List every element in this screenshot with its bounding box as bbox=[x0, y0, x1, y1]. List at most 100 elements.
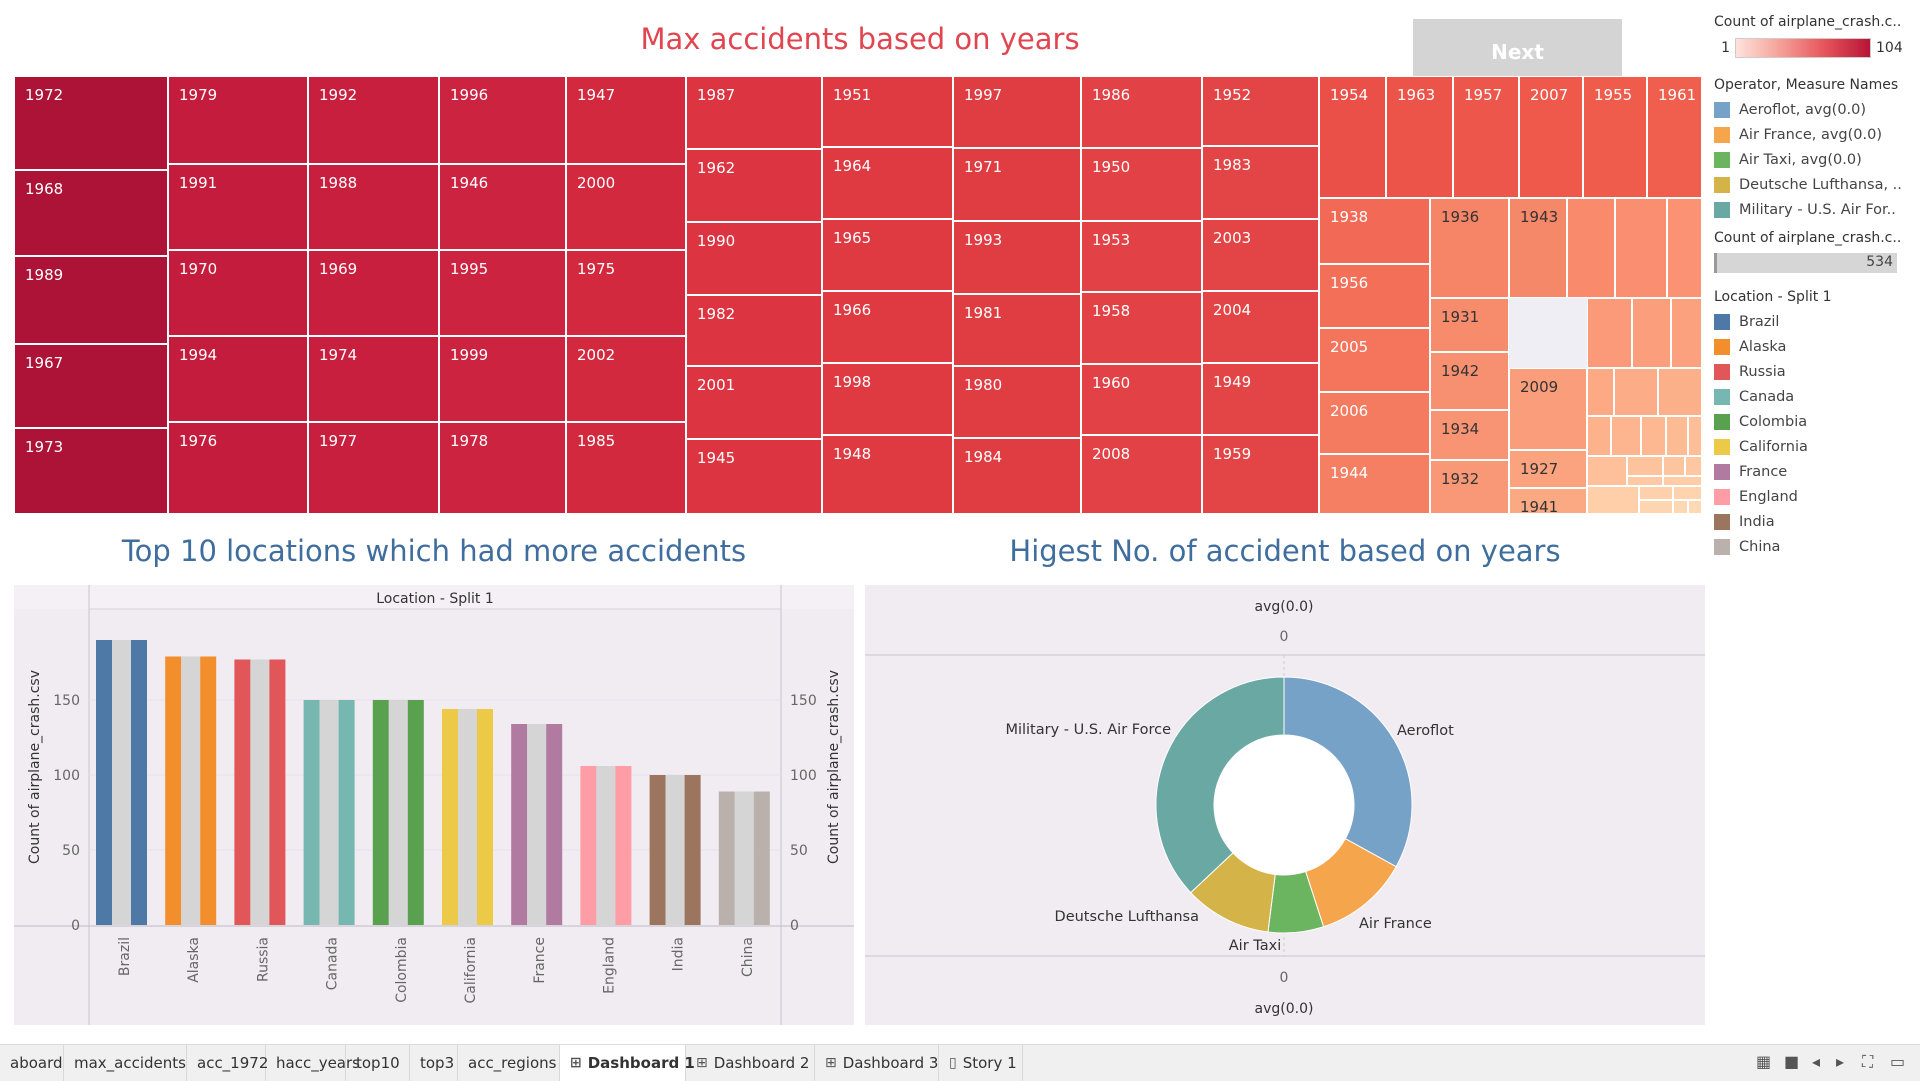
location-legend-item[interactable]: India bbox=[1714, 509, 1914, 534]
treemap-cell[interactable] bbox=[1688, 416, 1702, 456]
tab-dashboard-2[interactable]: ⊞ Dashboard 2 bbox=[686, 1045, 815, 1081]
treemap-cell-1963[interactable]: 1963 bbox=[1386, 76, 1453, 198]
operator-legend-item[interactable]: Aeroflot, avg(0.0) bbox=[1714, 97, 1914, 122]
treemap-cell-1951[interactable]: 1951 bbox=[822, 76, 953, 147]
treemap-cell-1988[interactable]: 1988 bbox=[308, 164, 439, 250]
treemap-cell-1984[interactable]: 1984 bbox=[953, 438, 1081, 514]
tab-aboard[interactable]: aboard bbox=[0, 1045, 64, 1081]
treemap-cell-1986[interactable]: 1986 bbox=[1081, 76, 1202, 148]
treemap-cell-1947[interactable]: 1947 bbox=[566, 76, 686, 164]
treemap-cell-1962[interactable]: 1962 bbox=[686, 149, 822, 222]
treemap-cell-1931[interactable]: 1931 bbox=[1430, 298, 1509, 352]
treemap-cell-1932[interactable]: 1932 bbox=[1430, 460, 1509, 514]
treemap-cell-1964[interactable]: 1964 bbox=[822, 147, 953, 219]
treemap-cell[interactable] bbox=[1658, 368, 1702, 416]
operator-legend-item[interactable]: Military - U.S. Air For.. bbox=[1714, 197, 1914, 222]
treemap-cell-2005[interactable]: 2005 bbox=[1319, 328, 1430, 392]
treemap-cell-1978[interactable]: 1978 bbox=[439, 422, 566, 514]
treemap-cell-2003[interactable]: 2003 bbox=[1202, 219, 1319, 291]
treemap-cell[interactable] bbox=[1639, 486, 1673, 500]
prev-sheet-icon[interactable]: ◂ bbox=[1812, 1052, 1821, 1071]
treemap-cell-1990[interactable]: 1990 bbox=[686, 222, 822, 295]
tab-top10[interactable]: top10 bbox=[346, 1045, 410, 1081]
treemap-cell-1943[interactable]: 1943 bbox=[1509, 198, 1567, 298]
treemap-cell-1968[interactable]: 1968 bbox=[14, 170, 168, 256]
treemap-cell-1958[interactable]: 1958 bbox=[1081, 292, 1202, 364]
treemap-cell-1956[interactable]: 1956 bbox=[1319, 264, 1430, 328]
treemap-cell-1971[interactable]: 1971 bbox=[953, 148, 1081, 221]
treemap-cell-1946[interactable]: 1946 bbox=[439, 164, 566, 250]
treemap-cell-1991[interactable]: 1991 bbox=[168, 164, 308, 250]
treemap-cell-2008[interactable]: 2008 bbox=[1081, 435, 1202, 514]
treemap-cell-2007[interactable]: 2007 bbox=[1519, 76, 1583, 198]
next-sheet-icon[interactable]: ▸ bbox=[1836, 1052, 1845, 1071]
treemap-cell[interactable] bbox=[1567, 198, 1615, 298]
treemap-cell[interactable] bbox=[1641, 416, 1666, 456]
treemap-cell-1989[interactable]: 1989 bbox=[14, 256, 168, 344]
treemap-cell-1993[interactable]: 1993 bbox=[953, 221, 1081, 294]
treemap-cell-1973[interactable]: 1973 bbox=[14, 428, 168, 514]
treemap-cell[interactable] bbox=[1666, 416, 1688, 456]
operator-legend-item[interactable]: Air France, avg(0.0) bbox=[1714, 122, 1914, 147]
treemap-cell-1965[interactable]: 1965 bbox=[822, 219, 953, 291]
location-legend-item[interactable]: California bbox=[1714, 434, 1914, 459]
treemap-cell-1998[interactable]: 1998 bbox=[822, 363, 953, 435]
location-legend-item[interactable]: Alaska bbox=[1714, 334, 1914, 359]
treemap-cell[interactable] bbox=[1663, 456, 1685, 476]
treemap-cell-2002[interactable]: 2002 bbox=[566, 336, 686, 422]
location-legend-item[interactable]: Russia bbox=[1714, 359, 1914, 384]
treemap-cell-1976[interactable]: 1976 bbox=[168, 422, 308, 514]
treemap-cell-1955[interactable]: 1955 bbox=[1583, 76, 1647, 198]
treemap-cell-1941[interactable]: 1941 bbox=[1509, 488, 1587, 516]
treemap-cell-1934[interactable]: 1934 bbox=[1430, 410, 1509, 460]
treemap-cell-2004[interactable]: 2004 bbox=[1202, 291, 1319, 363]
treemap-cell[interactable] bbox=[1627, 456, 1663, 476]
tab-acc_1972[interactable]: acc_1972 bbox=[187, 1045, 268, 1081]
treemap-cell[interactable] bbox=[1614, 368, 1658, 416]
presentation-icon[interactable]: ▭ bbox=[1890, 1052, 1906, 1071]
treemap-cell-1992[interactable]: 1992 bbox=[308, 76, 439, 164]
treemap-cell-1997[interactable]: 1997 bbox=[953, 76, 1081, 148]
tab-max_accidents[interactable]: max_accidents bbox=[64, 1045, 187, 1081]
treemap-cell-2006[interactable]: 2006 bbox=[1319, 392, 1430, 454]
treemap-cell[interactable] bbox=[1639, 500, 1673, 514]
treemap-cell-1995[interactable]: 1995 bbox=[439, 250, 566, 336]
treemap-cell-1954[interactable]: 1954 bbox=[1319, 76, 1386, 198]
treemap-cell-1999[interactable]: 1999 bbox=[439, 336, 566, 422]
treemap-cell-1982[interactable]: 1982 bbox=[686, 295, 822, 366]
treemap-cell-1960[interactable]: 1960 bbox=[1081, 364, 1202, 435]
treemap-cell[interactable] bbox=[1663, 476, 1702, 486]
treemap-cell[interactable] bbox=[1671, 298, 1702, 368]
treemap-cell-1970[interactable]: 1970 bbox=[168, 250, 308, 336]
treemap-cell-1967[interactable]: 1967 bbox=[14, 344, 168, 428]
treemap-cell[interactable] bbox=[1688, 500, 1702, 514]
treemap-cell-1996[interactable]: 1996 bbox=[439, 76, 566, 164]
treemap-cell-1959[interactable]: 1959 bbox=[1202, 435, 1319, 514]
treemap-cell-2001[interactable]: 2001 bbox=[686, 366, 822, 439]
tab-dashboard-3[interactable]: ⊞ Dashboard 3 bbox=[815, 1045, 939, 1081]
treemap-cell[interactable] bbox=[1587, 456, 1627, 486]
treemap-cell-1975[interactable]: 1975 bbox=[566, 250, 686, 336]
treemap-cell-2000[interactable]: 2000 bbox=[566, 164, 686, 250]
treemap-cell-1974[interactable]: 1974 bbox=[308, 336, 439, 422]
operator-legend-item[interactable]: Deutsche Lufthansa, .. bbox=[1714, 172, 1914, 197]
treemap-cell-1994[interactable]: 1994 bbox=[168, 336, 308, 422]
treemap-cell-1957[interactable]: 1957 bbox=[1453, 76, 1519, 198]
tab-top3[interactable]: top3 bbox=[410, 1045, 458, 1081]
treemap-cell-1936[interactable]: 1936 bbox=[1430, 198, 1509, 298]
treemap-cell-1969[interactable]: 1969 bbox=[308, 250, 439, 336]
tab-acc_regions[interactable]: acc_regions bbox=[458, 1045, 560, 1081]
tab-story-1[interactable]: ▯ Story 1 bbox=[939, 1045, 1023, 1081]
treemap-cell[interactable] bbox=[1667, 198, 1702, 298]
treemap-cell[interactable] bbox=[1673, 486, 1702, 500]
treemap-cell-1979[interactable]: 1979 bbox=[168, 76, 308, 164]
treemap-cell-1948[interactable]: 1948 bbox=[822, 435, 953, 514]
tab-hacc_years[interactable]: hacc_years bbox=[266, 1045, 360, 1081]
treemap-cell-1950[interactable]: 1950 bbox=[1081, 148, 1202, 221]
treemap-cell-1949[interactable]: 1949 bbox=[1202, 363, 1319, 435]
treemap-cell[interactable] bbox=[1587, 298, 1632, 368]
treemap-cell-1952[interactable]: 1952 bbox=[1202, 76, 1319, 146]
treemap-cell-2009[interactable]: 2009 bbox=[1509, 368, 1587, 450]
treemap-cell-1944[interactable]: 1944 bbox=[1319, 454, 1430, 514]
treemap-cell[interactable] bbox=[1632, 298, 1671, 368]
